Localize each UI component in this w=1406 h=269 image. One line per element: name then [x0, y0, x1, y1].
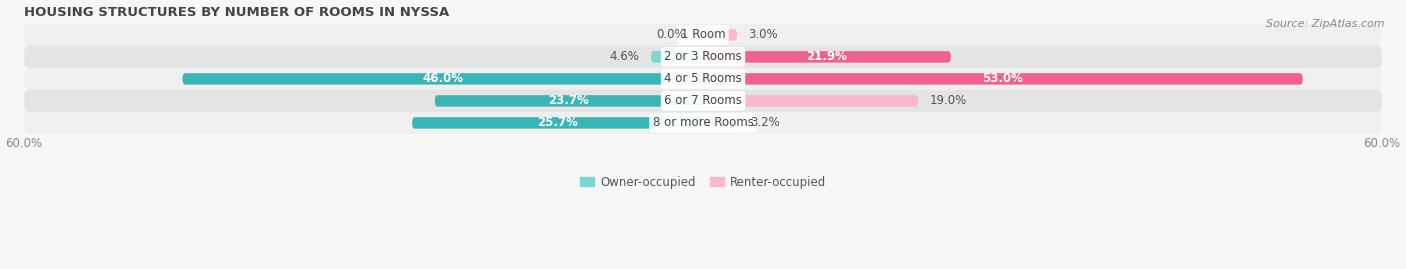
FancyBboxPatch shape: [703, 73, 1303, 85]
FancyBboxPatch shape: [703, 95, 918, 107]
FancyBboxPatch shape: [703, 51, 950, 63]
FancyBboxPatch shape: [24, 68, 1382, 90]
FancyBboxPatch shape: [24, 112, 1382, 134]
FancyBboxPatch shape: [24, 24, 1382, 46]
Text: Source: ZipAtlas.com: Source: ZipAtlas.com: [1267, 19, 1385, 29]
Text: 8 or more Rooms: 8 or more Rooms: [652, 116, 754, 129]
Text: 2 or 3 Rooms: 2 or 3 Rooms: [664, 50, 742, 63]
Text: 0.0%: 0.0%: [657, 29, 686, 41]
Text: 25.7%: 25.7%: [537, 116, 578, 129]
FancyBboxPatch shape: [412, 117, 703, 129]
Text: 23.7%: 23.7%: [548, 94, 589, 107]
Text: 6 or 7 Rooms: 6 or 7 Rooms: [664, 94, 742, 107]
FancyBboxPatch shape: [24, 46, 1382, 68]
Text: 19.0%: 19.0%: [929, 94, 966, 107]
FancyBboxPatch shape: [434, 95, 703, 107]
Text: 1 Room: 1 Room: [681, 29, 725, 41]
FancyBboxPatch shape: [24, 90, 1382, 112]
Text: HOUSING STRUCTURES BY NUMBER OF ROOMS IN NYSSA: HOUSING STRUCTURES BY NUMBER OF ROOMS IN…: [24, 6, 450, 19]
Text: 53.0%: 53.0%: [983, 72, 1024, 85]
FancyBboxPatch shape: [703, 117, 740, 129]
FancyBboxPatch shape: [651, 51, 703, 63]
FancyBboxPatch shape: [703, 29, 737, 41]
Text: 3.0%: 3.0%: [748, 29, 778, 41]
Text: 3.2%: 3.2%: [751, 116, 780, 129]
FancyBboxPatch shape: [183, 73, 703, 85]
Text: 46.0%: 46.0%: [422, 72, 463, 85]
Legend: Owner-occupied, Renter-occupied: Owner-occupied, Renter-occupied: [579, 175, 827, 189]
Text: 21.9%: 21.9%: [807, 50, 848, 63]
Text: 4.6%: 4.6%: [610, 50, 640, 63]
Text: 4 or 5 Rooms: 4 or 5 Rooms: [664, 72, 742, 85]
